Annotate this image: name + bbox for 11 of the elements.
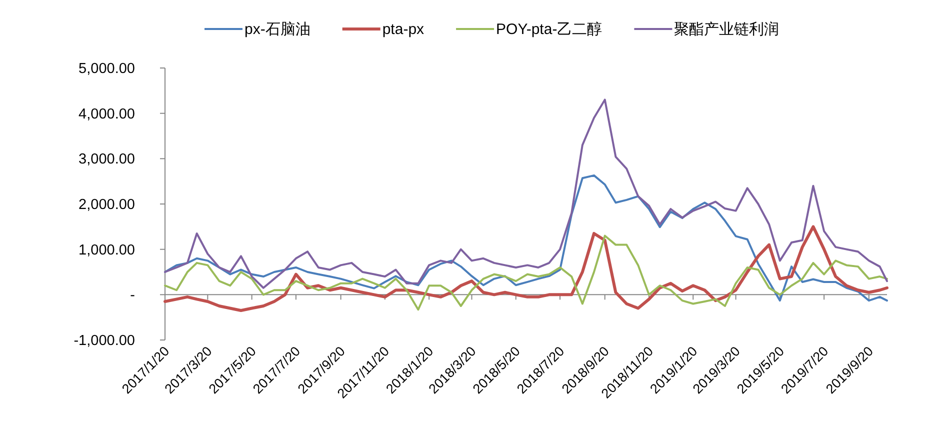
- y-tick-label: 3,000.00: [78, 152, 135, 168]
- legend-label: pta-px: [382, 21, 425, 38]
- legend-label: px-石脑油: [244, 21, 310, 38]
- y-tick-label: -1,000.00: [74, 333, 135, 349]
- y-tick-label: -: [130, 288, 136, 304]
- y-tick-label: 4,000.00: [78, 106, 135, 122]
- y-tick-label: 2,000.00: [78, 197, 135, 213]
- legend-label: 聚酯产业链利润: [674, 21, 780, 38]
- y-tick-label: 5,000.00: [78, 61, 135, 77]
- legend-label: POY-pta-乙二醇: [496, 21, 602, 38]
- y-tick-label: 1,000.00: [78, 242, 135, 258]
